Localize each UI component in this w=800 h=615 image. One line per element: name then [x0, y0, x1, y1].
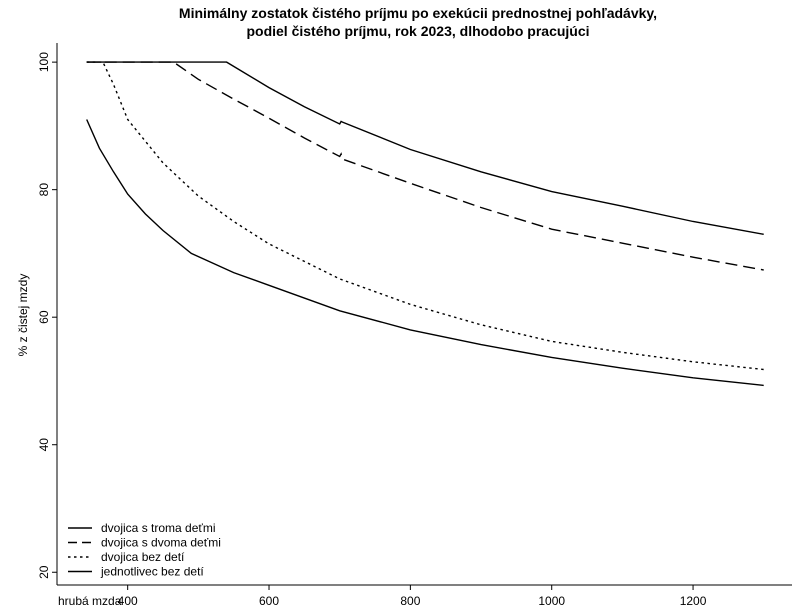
legend-label-3: dvojica bez detí [101, 550, 185, 564]
y-tick-label: 60 [37, 310, 51, 324]
y-axis-label: % z čistej mzdy [16, 274, 30, 357]
x-axis-label: hrubá mzda [58, 594, 122, 608]
series-line-4 [86, 119, 764, 387]
y-tick-label: 80 [37, 183, 51, 197]
series-line-3 [86, 61, 764, 371]
x-tick-label: 400 [118, 594, 138, 608]
axes: 20 40 60 80 100 400 600 800 1000 1200 [37, 43, 792, 608]
x-tick-label: 600 [259, 594, 279, 608]
y-tick-label: 40 [37, 438, 51, 452]
y-tick-label: 20 [37, 565, 51, 579]
legend-label-2: dvojica s dvoma deťmi [101, 536, 221, 550]
legend-label-1: dvojica s troma deťmi [101, 521, 216, 535]
y-tick-label: 100 [37, 52, 51, 72]
chart-subtitle: podiel čistého príjmu, rok 2023, dlhodob… [246, 23, 589, 39]
series-line-2 [86, 61, 764, 271]
series-line-1 [86, 61, 764, 235]
x-tick-label: 1200 [680, 594, 707, 608]
series-lines [86, 61, 764, 387]
legend-label-4: jednotlivec bez detí [100, 565, 204, 579]
chart-title: Minimálny zostatok čistého príjmu po exe… [179, 5, 657, 21]
x-tick-label: 800 [400, 594, 420, 608]
x-tick-label: 1000 [538, 594, 565, 608]
